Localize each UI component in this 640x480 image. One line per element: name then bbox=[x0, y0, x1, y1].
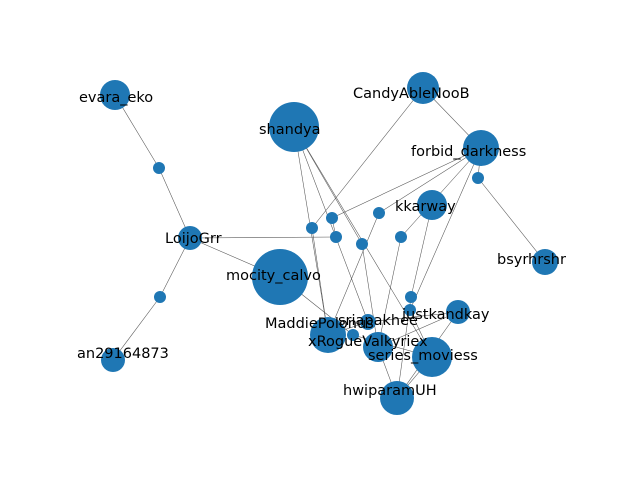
graph-hub-node bbox=[373, 207, 385, 219]
node-label: hwiparamUH bbox=[343, 383, 437, 399]
graph-hub-node bbox=[356, 238, 368, 250]
graph-hub-node bbox=[326, 212, 338, 224]
node-label: kkarway bbox=[395, 199, 456, 215]
node-label: shandya bbox=[259, 122, 321, 138]
node-label: bsyrhrshr bbox=[497, 252, 566, 268]
graph-hub-node bbox=[306, 222, 318, 234]
graph-edge bbox=[331, 147, 482, 219]
graph-edge bbox=[410, 204, 433, 298]
node-label: sriapakhee bbox=[338, 313, 418, 329]
graph-node bbox=[363, 332, 393, 362]
graph-node bbox=[407, 72, 439, 104]
graph-node bbox=[252, 249, 308, 305]
graph-nodes bbox=[100, 72, 558, 415]
graph-edge bbox=[361, 243, 379, 348]
graph-hub-node bbox=[395, 231, 407, 243]
node-label: MaddiePolonus bbox=[265, 316, 374, 332]
graph-node bbox=[446, 300, 470, 324]
graph-edge bbox=[400, 147, 482, 238]
graph-edge bbox=[367, 311, 459, 323]
graph-node bbox=[532, 249, 558, 275]
graph-edge bbox=[293, 126, 369, 323]
node-label: justkandkay bbox=[401, 307, 490, 323]
graph-edge bbox=[378, 147, 482, 214]
node-label: xRogueValkyriex bbox=[308, 334, 428, 350]
node-label: evara_eko bbox=[79, 90, 153, 106]
graph-hub-node bbox=[347, 329, 359, 341]
graph-edge bbox=[311, 87, 424, 229]
graph-edge bbox=[112, 296, 161, 361]
graph-node bbox=[360, 314, 376, 330]
graph-node bbox=[463, 130, 499, 166]
node-label: an29164873 bbox=[77, 346, 169, 362]
graph-hub-node bbox=[405, 291, 417, 303]
graph-node bbox=[101, 348, 125, 372]
graph-node bbox=[100, 80, 130, 110]
node-label: CandyAbleNooB bbox=[353, 86, 470, 102]
graph-edge bbox=[409, 147, 482, 311]
graph-node bbox=[412, 337, 452, 377]
graph-node bbox=[269, 102, 319, 152]
graph-node bbox=[380, 381, 414, 415]
graph-hub-node bbox=[404, 304, 416, 316]
node-label: series_moviess bbox=[368, 348, 478, 364]
graph-hub-node bbox=[330, 231, 342, 243]
graph-edge bbox=[189, 236, 337, 239]
node-label: LoijoGrr bbox=[165, 231, 222, 247]
graph-edge bbox=[327, 212, 380, 336]
node-label: forbid_darkness bbox=[411, 144, 526, 160]
graph-labels: evara_eko CandyAbleNooB shandya forbid_dark… bbox=[77, 86, 566, 399]
graph-node bbox=[417, 190, 447, 220]
graph-edge bbox=[477, 177, 546, 263]
graph-edge bbox=[377, 236, 402, 348]
graph-node bbox=[178, 226, 202, 250]
graph-node bbox=[310, 317, 346, 353]
graph-edge bbox=[158, 167, 191, 239]
node-label: mocity_calvo bbox=[226, 268, 321, 284]
graph-hub-node bbox=[472, 172, 484, 184]
graph-hub-node bbox=[154, 291, 166, 303]
graph-hub-node bbox=[153, 162, 165, 174]
